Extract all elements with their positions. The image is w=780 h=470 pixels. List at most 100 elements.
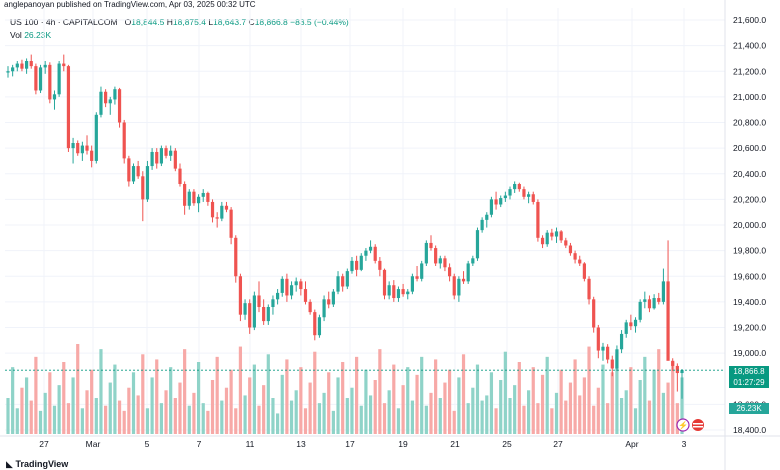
volume-bar xyxy=(573,359,577,434)
volume-bar xyxy=(48,372,52,434)
volume-bar xyxy=(447,369,452,434)
candle-body xyxy=(443,258,447,268)
candle-body xyxy=(108,99,112,104)
x-tick-label: 5 xyxy=(145,439,150,449)
volume-bar xyxy=(131,372,136,434)
volume-bar xyxy=(466,403,470,434)
low-value: 18,643.7 xyxy=(213,17,247,27)
volume-bar xyxy=(215,356,219,434)
candle-body xyxy=(196,196,201,204)
volume-bar xyxy=(429,392,433,434)
change-value: −83.5 (−0.44%) xyxy=(290,17,349,27)
candle-body xyxy=(573,253,577,260)
open-value: 18,844.5 xyxy=(131,17,165,27)
candle-body xyxy=(11,67,15,72)
candle-body xyxy=(647,299,652,309)
candle-body xyxy=(536,201,540,238)
volume-bar xyxy=(527,390,531,434)
candle-body xyxy=(24,61,29,69)
volume-bar xyxy=(680,377,684,434)
candle-body xyxy=(345,271,349,287)
candle-body xyxy=(341,276,345,287)
candle-body xyxy=(489,199,494,215)
candle-body xyxy=(6,71,10,73)
volume-bar xyxy=(127,387,131,434)
candle-body xyxy=(596,327,600,351)
candle-body xyxy=(317,317,322,336)
candle-body xyxy=(522,189,526,197)
candle-body xyxy=(322,299,326,318)
volume-bar xyxy=(513,385,517,434)
volume-bar xyxy=(424,405,428,434)
volume-bar xyxy=(85,390,89,434)
candle-body xyxy=(429,242,433,249)
volume-bar xyxy=(99,349,103,434)
candle-body xyxy=(540,237,545,245)
candle-body xyxy=(303,289,308,302)
candle-body xyxy=(145,166,150,200)
volume-bar xyxy=(280,374,284,434)
candlesticks xyxy=(6,54,684,399)
candle-body xyxy=(550,232,554,237)
flag-stripe xyxy=(693,423,703,425)
volume-bar xyxy=(169,367,173,434)
volume-bar xyxy=(606,403,610,434)
volume-bar xyxy=(248,377,252,434)
candle-body xyxy=(201,192,205,197)
candle-body xyxy=(331,291,335,305)
candle-body xyxy=(210,201,215,218)
x-tick-label: 21 xyxy=(450,439,460,449)
volume-bar xyxy=(415,374,419,434)
symbol-name[interactable]: US 100 · 4h · CAPITALCOM xyxy=(10,17,118,27)
volume-bar xyxy=(313,351,317,434)
volume-bar xyxy=(229,369,233,434)
volume-bar xyxy=(322,392,326,434)
candle-body xyxy=(34,66,38,91)
x-tick-label: 13 xyxy=(296,439,306,449)
candle-body xyxy=(280,278,284,293)
candle-body xyxy=(159,148,163,164)
candle-body xyxy=(610,359,614,369)
candle-body xyxy=(285,278,289,296)
candle-body xyxy=(373,246,377,261)
candle-body xyxy=(633,319,638,327)
lightning-icon xyxy=(676,418,690,432)
volume-bar xyxy=(480,400,484,434)
candle-body xyxy=(104,91,108,104)
candle-body xyxy=(220,205,224,219)
candle-body xyxy=(150,151,154,167)
published-info: anglepanoyan published on TradingView.co… xyxy=(4,0,256,9)
low-label: L xyxy=(208,17,214,27)
candle-body xyxy=(415,276,419,279)
volume-bar xyxy=(62,362,66,434)
volume-bar xyxy=(540,374,545,434)
volume-bar xyxy=(619,398,624,434)
volume-bar xyxy=(141,354,145,434)
volume-bar xyxy=(206,410,210,434)
volume-bar xyxy=(201,403,205,434)
volume-bar xyxy=(568,382,573,434)
candle-body xyxy=(355,260,359,270)
y-tick-label: 19,400.0 xyxy=(733,297,766,307)
volume-bar xyxy=(289,400,294,434)
volume-bar xyxy=(494,408,498,434)
candle-body xyxy=(99,91,103,115)
volume-bar xyxy=(578,395,582,434)
candle-body xyxy=(587,278,591,300)
candle-body xyxy=(187,191,191,206)
candle-body xyxy=(173,150,177,169)
volume-bar xyxy=(71,377,75,434)
tradingview-footer[interactable]: ◣ TradingView xyxy=(6,459,68,470)
candle-body xyxy=(183,184,187,206)
candle-body xyxy=(452,276,456,296)
candle-body xyxy=(392,285,396,299)
volume-bar xyxy=(587,346,591,434)
candle-body xyxy=(71,143,75,149)
volume-bar xyxy=(350,387,354,434)
countdown-badge: 01:27:29 xyxy=(729,377,769,388)
candle-body xyxy=(308,301,312,313)
volume-bar xyxy=(90,369,94,434)
candle-body xyxy=(178,168,182,184)
candle-body xyxy=(206,192,210,202)
